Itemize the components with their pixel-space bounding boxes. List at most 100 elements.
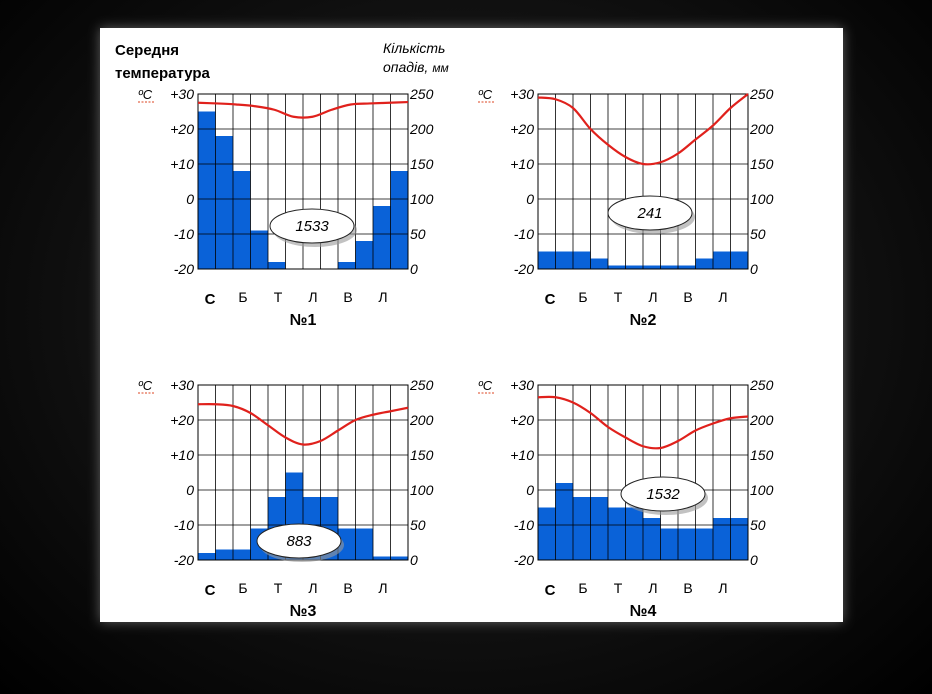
precip-bar-11 xyxy=(373,556,391,560)
precip-tick-label: 0 xyxy=(750,552,758,568)
precip-bar-7 xyxy=(643,265,661,269)
month-label: Л xyxy=(718,580,727,596)
month-label: С xyxy=(205,291,216,308)
precip-bar-10 xyxy=(695,528,713,560)
precip-bar-12 xyxy=(730,251,748,269)
precip-bar-2 xyxy=(555,251,573,269)
precip-tick-label: 200 xyxy=(749,412,774,428)
annual-precip-badge xyxy=(607,195,693,231)
precip-bar-4 xyxy=(590,258,608,269)
precip-bar-1 xyxy=(198,111,216,269)
climate-chart-2: +30 +20 +10 0 -10 -20 ºC 250 200 150 100 50 0 С Б Т Л В Л №… xyxy=(478,86,774,329)
precip-tick-label: 50 xyxy=(750,226,766,242)
precip-bar-10 xyxy=(695,258,713,269)
precip-bar-2 xyxy=(215,136,233,269)
temp-tick-label: -20 xyxy=(174,552,194,568)
month-label: С xyxy=(205,582,216,599)
precip-tick-label: 50 xyxy=(410,226,426,242)
month-label: Л xyxy=(378,580,387,596)
precip-bar-9 xyxy=(678,528,696,560)
month-label: Л xyxy=(648,580,657,596)
annual-precip-value: 241 xyxy=(636,205,662,222)
precip-tick-label: 250 xyxy=(749,86,774,102)
precip-bar-6 xyxy=(625,265,643,269)
month-label: В xyxy=(343,289,352,305)
temperature-line xyxy=(537,93,749,166)
temp-tick-label: 0 xyxy=(526,191,534,207)
plot-frame xyxy=(197,93,409,270)
temp-tick-label: +20 xyxy=(510,121,534,137)
month-label: Т xyxy=(614,289,623,305)
precip-bar-11 xyxy=(713,251,731,269)
climate-chart-1: +30 +20 +10 0 -10 -20 ºC 250 200 150 100 50 0 С Б Т Л В Л №… xyxy=(138,86,434,329)
month-label: Л xyxy=(718,289,727,305)
temp-tick-label: 0 xyxy=(186,482,194,498)
precip-bar-3 xyxy=(573,497,591,560)
precip-tick-label: 150 xyxy=(410,156,434,172)
precip-tick-label: 0 xyxy=(410,552,418,568)
month-label: Л xyxy=(648,289,657,305)
month-label: Л xyxy=(308,289,317,305)
temp-tick-label: +10 xyxy=(510,156,534,172)
precip-bar-1 xyxy=(538,507,556,560)
precip-bar-8 xyxy=(660,265,678,269)
temp-tick-label: +30 xyxy=(510,377,534,393)
precip-bar-4 xyxy=(250,230,268,269)
climate-chart-3: +30 +20 +10 0 -10 -20 ºC 250 200 150 100 50 0 С Б Т Л В Л №… xyxy=(138,377,434,620)
precip-tick-label: 0 xyxy=(410,261,418,277)
temp-tick-label: +20 xyxy=(170,121,194,137)
temp-tick-label: 0 xyxy=(526,482,534,498)
precip-tick-label: 100 xyxy=(750,482,774,498)
precip-bar-2 xyxy=(215,549,233,560)
precip-bar-6 xyxy=(625,507,643,560)
precip-bar-3 xyxy=(233,549,251,560)
month-label: Б xyxy=(238,580,247,596)
temp-tick-label: +10 xyxy=(170,156,194,172)
precip-bar-2 xyxy=(555,483,573,560)
plot-frame xyxy=(537,384,749,561)
precip-bar-1 xyxy=(198,553,216,560)
temp-tick-label: -10 xyxy=(174,517,194,533)
precip-tick-label: 150 xyxy=(410,447,434,463)
precip-header-line2: опадів, мм xyxy=(383,59,449,75)
precip-tick-label: 200 xyxy=(409,412,434,428)
annual-precip-value: 1532 xyxy=(646,486,680,503)
chart-title: №2 xyxy=(630,312,657,329)
temp-tick-label: -20 xyxy=(514,552,534,568)
climate-chart-4: +30 +20 +10 0 -10 -20 ºC 250 200 150 100 50 0 С Б Т Л В Л №… xyxy=(478,377,774,620)
annual-precip-value: 1533 xyxy=(295,218,329,235)
precip-tick-label: 250 xyxy=(749,377,774,393)
precip-bar-12 xyxy=(390,556,408,560)
precip-tick-label: 50 xyxy=(410,517,426,533)
precip-bar-5 xyxy=(268,262,286,269)
annual-precip-value: 883 xyxy=(286,533,312,550)
month-label: В xyxy=(683,289,692,305)
precip-bar-12 xyxy=(730,518,748,560)
temp-tick-label: -10 xyxy=(514,517,534,533)
precip-header-unit: мм xyxy=(432,61,448,75)
precip-tick-label: 50 xyxy=(750,517,766,533)
temp-tick-label: +20 xyxy=(170,412,194,428)
month-label: Б xyxy=(238,289,247,305)
precip-tick-label: 0 xyxy=(750,261,758,277)
precip-tick-label: 250 xyxy=(409,86,434,102)
precip-bar-3 xyxy=(233,171,251,269)
temp-tick-label: +10 xyxy=(510,447,534,463)
temp-tick-label: -10 xyxy=(514,226,534,242)
month-label: В xyxy=(683,580,692,596)
chart-title: №4 xyxy=(630,603,657,620)
temp-unit-label: ºC xyxy=(478,87,493,102)
precip-bar-4 xyxy=(590,497,608,560)
precip-tick-label: 100 xyxy=(750,191,774,207)
temp-tick-label: +10 xyxy=(170,447,194,463)
precip-bar-8 xyxy=(660,528,678,560)
charts-group: +30 +20 +10 0 -10 -20 ºC 250 200 150 100 50 0 С Б Т Л В Л №… xyxy=(138,86,774,620)
precip-bar-5 xyxy=(608,507,626,560)
precip-bar-11 xyxy=(373,206,391,269)
precip-bar-7 xyxy=(643,518,661,560)
precip-bar-9 xyxy=(678,265,696,269)
month-label: Т xyxy=(274,289,283,305)
precip-tick-label: 100 xyxy=(410,482,434,498)
month-label: Л xyxy=(378,289,387,305)
